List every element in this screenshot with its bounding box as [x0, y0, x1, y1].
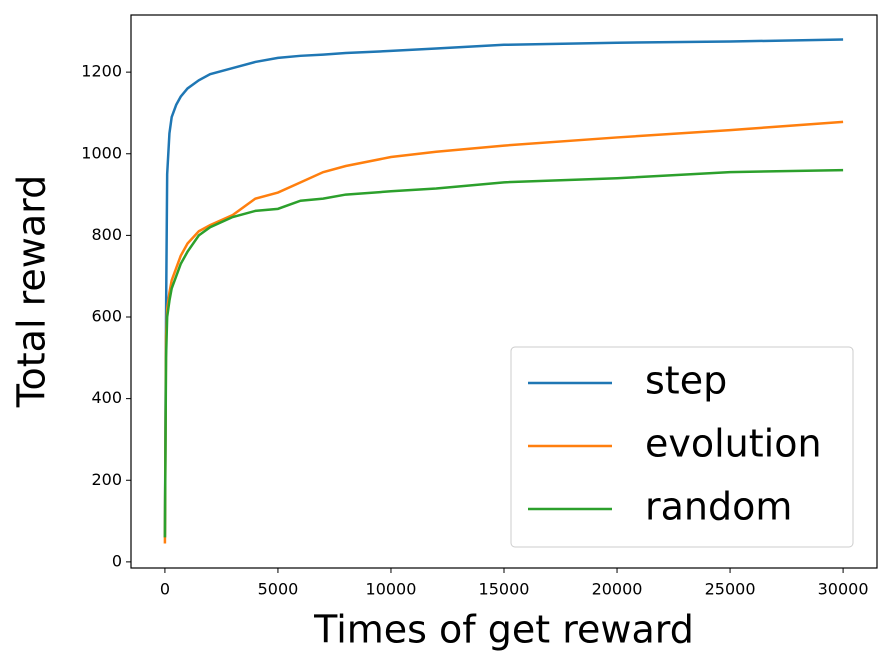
x-tick-label: 30000 — [818, 580, 869, 599]
x-axis-label: Times of get reward — [313, 608, 694, 652]
y-tick-label: 0 — [112, 551, 122, 570]
x-tick-label: 20000 — [592, 580, 643, 599]
y-tick-label: 400 — [91, 388, 122, 407]
y-tick-label: 600 — [91, 307, 122, 326]
y-tick-label: 1200 — [81, 62, 122, 81]
legend-label: evolution — [645, 422, 822, 466]
plot-frame — [130, 14, 878, 569]
y-axis-label: Total reward — [10, 175, 54, 408]
y-tick-label: 200 — [91, 470, 122, 489]
y-tick-label: 800 — [91, 225, 122, 244]
series-line — [163, 168, 844, 538]
x-tick-label: 5000 — [258, 580, 299, 599]
x-tick-label: 25000 — [705, 580, 756, 599]
x-tick-label: 10000 — [366, 580, 417, 599]
series-line — [163, 38, 844, 538]
y-tick-label: 1000 — [81, 143, 122, 162]
legend-label: step — [645, 359, 727, 403]
legend-label: random — [645, 485, 792, 529]
x-tick-label: 15000 — [479, 580, 530, 599]
legend-box — [510, 346, 854, 548]
series-line — [163, 120, 844, 544]
x-tick-label: 0 — [160, 580, 170, 599]
